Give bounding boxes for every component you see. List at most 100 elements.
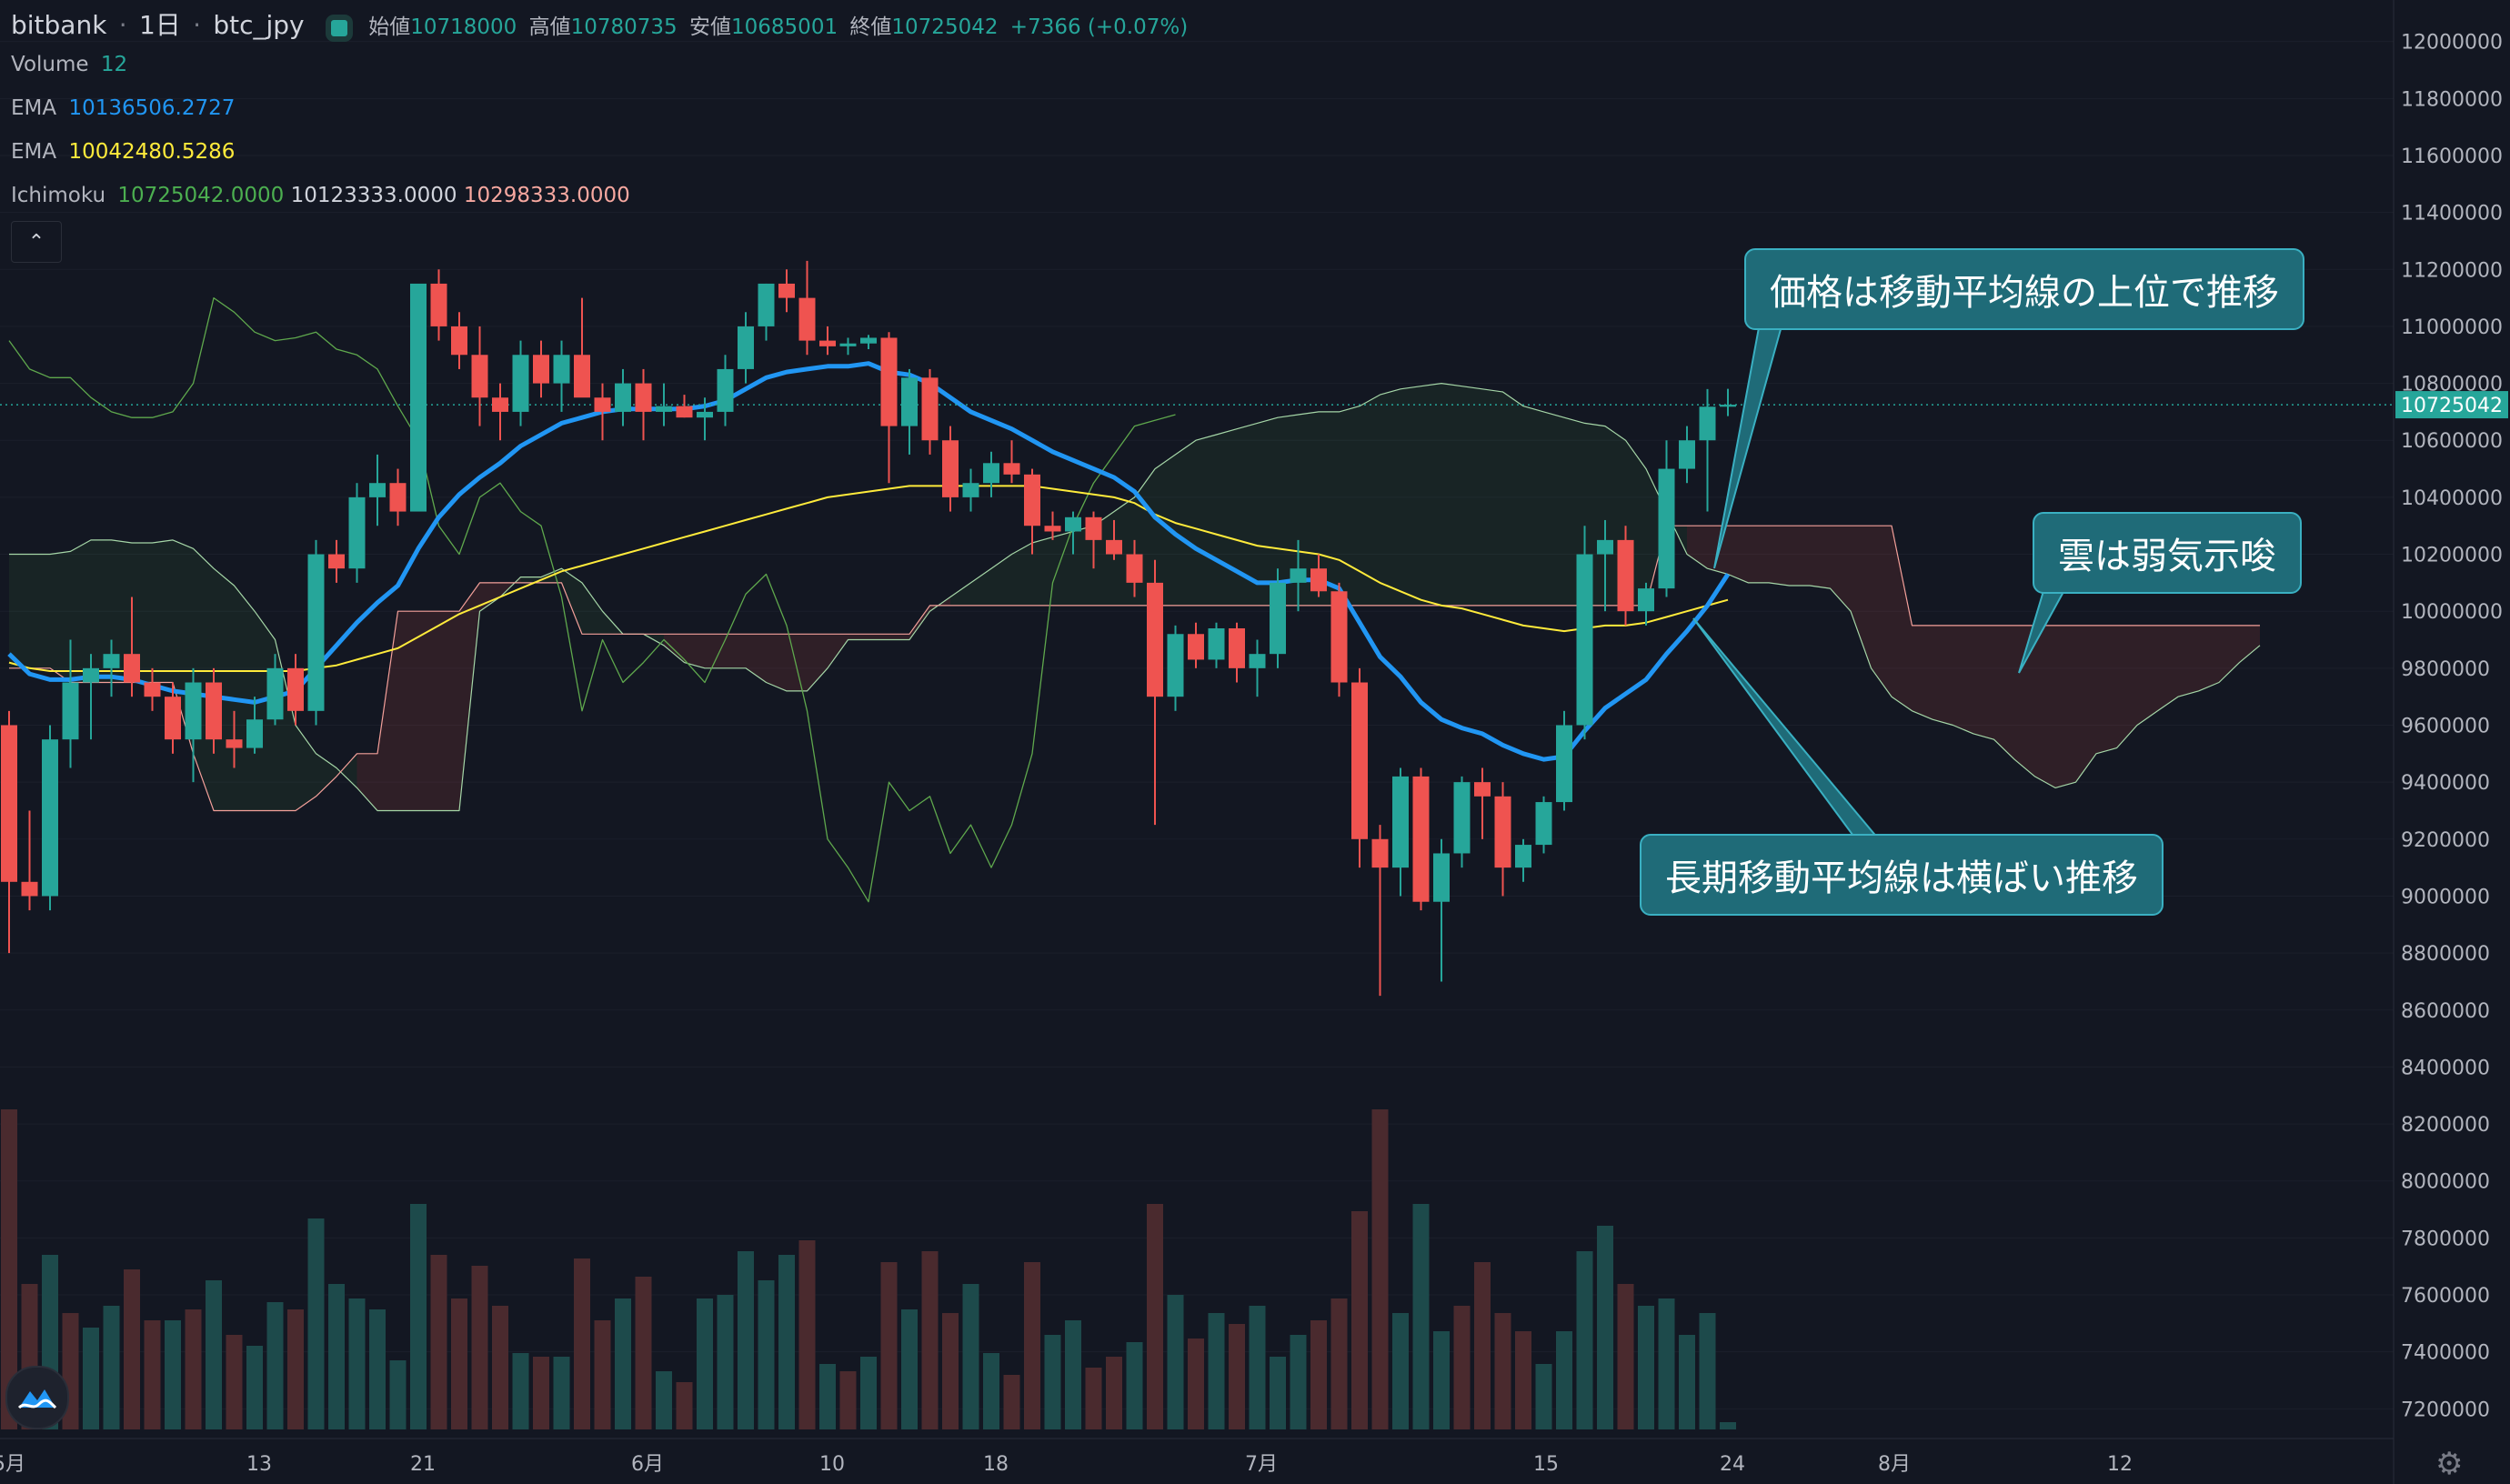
candle-body[interactable]: [962, 483, 979, 497]
candle-body[interactable]: [1085, 516, 1102, 540]
candle-body[interactable]: [103, 654, 120, 668]
candle-body[interactable]: [369, 483, 386, 497]
candle-body[interactable]: [1065, 516, 1081, 532]
candle-body[interactable]: [1433, 853, 1450, 902]
candle-body[interactable]: [348, 496, 366, 569]
candle-body[interactable]: [1, 725, 17, 882]
candle-body[interactable]: [1371, 838, 1389, 868]
candle-body[interactable]: [1208, 627, 1225, 660]
candle-body[interactable]: [1229, 627, 1245, 668]
candle-body[interactable]: [287, 667, 304, 711]
candle-body[interactable]: [778, 283, 795, 298]
candle-body[interactable]: [594, 397, 611, 412]
legend-ema-slow[interactable]: EMA 10042480.5286: [11, 140, 240, 164]
legend-ichimoku[interactable]: Ichimoku 10725042.0000 10123333.0000 102…: [11, 184, 636, 207]
candle-body[interactable]: [1310, 568, 1327, 592]
candle-body[interactable]: [206, 682, 222, 740]
collapse-legend-button[interactable]: ⌃: [11, 221, 62, 263]
candle-body[interactable]: [1515, 845, 1531, 868]
candle-body[interactable]: [1699, 406, 1716, 441]
interval-label[interactable]: 1日: [138, 10, 181, 40]
candle-body[interactable]: [1290, 568, 1307, 583]
time-tick-label: 6月: [631, 1453, 664, 1476]
annotation-callout[interactable]: 長期移動平均線は横ばい推移: [1640, 834, 2164, 916]
candle-body[interactable]: [697, 411, 713, 418]
candle-body[interactable]: [635, 383, 652, 412]
candle-body[interactable]: [492, 397, 508, 412]
candle-body[interactable]: [1720, 405, 1736, 407]
candle-body[interactable]: [819, 340, 836, 346]
candle-body[interactable]: [880, 337, 898, 426]
candle-body[interactable]: [226, 739, 243, 748]
candle-body[interactable]: [1392, 776, 1409, 868]
candle-body[interactable]: [1351, 682, 1368, 839]
candle-body[interactable]: [1106, 539, 1122, 555]
candle-body[interactable]: [1003, 463, 1020, 475]
candle-body[interactable]: [1147, 582, 1163, 697]
candle-body[interactable]: [615, 383, 631, 412]
legend-volume[interactable]: Volume 12: [11, 53, 133, 76]
candle-body[interactable]: [1126, 554, 1143, 583]
candle-body[interactable]: [656, 406, 672, 412]
candle-body[interactable]: [1270, 582, 1286, 655]
candle-body[interactable]: [451, 326, 467, 356]
candle-body[interactable]: [42, 739, 58, 897]
candle-body[interactable]: [1617, 539, 1634, 612]
candle-body[interactable]: [1024, 474, 1040, 526]
exchange-name[interactable]: bitbank: [11, 10, 107, 40]
candle-body[interactable]: [1638, 588, 1654, 612]
candle-body[interactable]: [901, 377, 918, 426]
candle-body[interactable]: [738, 326, 754, 369]
annotation-callout[interactable]: 雲は弱気示唆: [2033, 512, 2302, 594]
candle-body[interactable]: [124, 654, 140, 683]
candle-body[interactable]: [1188, 634, 1204, 660]
candle-body[interactable]: [1044, 526, 1061, 532]
candle-body[interactable]: [758, 283, 775, 326]
candle-body[interactable]: [328, 554, 345, 569]
candle-body[interactable]: [921, 377, 939, 441]
candle-body[interactable]: [860, 337, 877, 344]
candle-body[interactable]: [942, 440, 959, 497]
candle-body[interactable]: [165, 697, 181, 740]
candle-body[interactable]: [983, 463, 999, 484]
candle-body[interactable]: [1597, 539, 1613, 555]
candle-body[interactable]: [574, 355, 590, 398]
candle-body[interactable]: [717, 368, 734, 412]
candle-body[interactable]: [21, 881, 38, 897]
candle-body[interactable]: [246, 719, 263, 748]
candle-body[interactable]: [389, 483, 407, 512]
candle-body[interactable]: [1658, 468, 1675, 589]
candle-body[interactable]: [1167, 634, 1184, 697]
candle-body[interactable]: [410, 283, 427, 512]
candle-body[interactable]: [1453, 782, 1471, 854]
candle-body[interactable]: [430, 283, 447, 326]
candle-body[interactable]: [512, 355, 529, 412]
logo-button[interactable]: [5, 1366, 69, 1429]
candle-body[interactable]: [1679, 440, 1695, 469]
candle-body[interactable]: [266, 667, 284, 720]
candle-body[interactable]: [1330, 591, 1348, 683]
candle-body[interactable]: [1412, 776, 1430, 902]
candle-body[interactable]: [553, 355, 570, 384]
candle-body[interactable]: [1535, 802, 1552, 846]
candle-body[interactable]: [1474, 782, 1491, 797]
symbol-name[interactable]: btc_jpy: [213, 10, 305, 40]
candle-body[interactable]: [676, 406, 693, 418]
candle-body[interactable]: [533, 355, 549, 384]
candle-body[interactable]: [1576, 554, 1593, 726]
candle-body[interactable]: [1249, 654, 1266, 668]
annotation-callout[interactable]: 価格は移動平均線の上位で推移: [1744, 248, 2304, 330]
candle-body[interactable]: [1494, 796, 1511, 868]
candle-body[interactable]: [62, 682, 79, 740]
gear-icon[interactable]: ⚙: [2435, 1446, 2464, 1482]
candle-body[interactable]: [144, 682, 161, 697]
candle-body[interactable]: [471, 355, 488, 398]
candle-body[interactable]: [1556, 725, 1572, 803]
candle-body[interactable]: [307, 554, 325, 711]
candle-body[interactable]: [839, 343, 857, 346]
candle-body[interactable]: [83, 667, 99, 683]
candle-body[interactable]: [798, 297, 816, 341]
legend-ema-fast[interactable]: EMA 10136506.2727: [11, 96, 240, 120]
candle-body[interactable]: [185, 682, 202, 740]
